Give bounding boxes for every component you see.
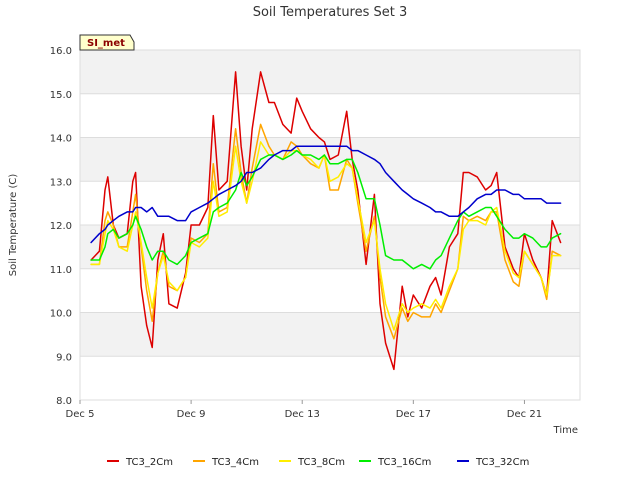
legend-item: TC3_32Cm (457, 457, 529, 468)
y-tick-label: 14.0 (50, 134, 72, 145)
y-tick-label: 13.0 (50, 177, 72, 188)
background-band (80, 50, 580, 94)
legend-label: TC3_32Cm (475, 457, 529, 468)
background-band (80, 225, 580, 269)
legend-item: TC3_16Cm (359, 457, 431, 468)
badge-shape (79, 34, 135, 51)
series-line-tc3-16cm (90, 149, 562, 270)
legend-label: TC3_4Cm (211, 457, 259, 468)
legend-label: TC3_2Cm (125, 457, 173, 468)
x-tick-label: Dec 17 (396, 409, 431, 420)
y-tick-label: 11.0 (50, 265, 72, 276)
y-tick-label: 15.0 (50, 90, 72, 101)
background-band (80, 312, 580, 357)
y-tick-label: 16.0 (50, 46, 72, 57)
x-tick-labels: Dec 5 Dec 9 Dec 13 Dec 17 Dec 21 (66, 400, 542, 420)
x-tick-label: Dec 5 (66, 409, 95, 420)
station-badge: SI_met (79, 34, 135, 51)
x-axis-label: Time (553, 425, 578, 436)
badge-label: SI_met (87, 38, 125, 49)
x-tick-label: Dec 21 (507, 409, 542, 420)
y-tick-label: 8.0 (56, 396, 72, 407)
series-lines (90, 71, 562, 371)
background-bands (80, 50, 580, 357)
chart-title: Soil Temperatures Set 3 (253, 5, 408, 20)
x-tick-label: Dec 13 (285, 409, 320, 420)
series-line-tc3-32cm (90, 145, 562, 244)
y-tick-labels: 8.0 9.0 10.0 11.0 12.0 13.0 14.0 15.0 16.0 (50, 46, 72, 407)
y-tick-label: 10.0 (50, 309, 72, 320)
legend-item: TC3_4Cm (193, 457, 259, 468)
y-tick-label: 9.0 (56, 352, 72, 363)
legend-item: TC3_8Cm (279, 457, 345, 468)
legend: TC3_2Cm TC3_4Cm TC3_8Cm TC3_16Cm TC3_32Cm (107, 457, 529, 468)
legend-label: TC3_16Cm (377, 457, 431, 468)
y-axis-label: Soil Temperature (C) (8, 174, 19, 277)
plot-frame (79, 49, 581, 401)
series-line-tc3-8cm (90, 141, 562, 331)
x-tick-label: Dec 9 (177, 409, 206, 420)
legend-item: TC3_2Cm (107, 457, 173, 468)
y-tick-label: 12.0 (50, 221, 72, 232)
legend-label: TC3_8Cm (297, 457, 345, 468)
